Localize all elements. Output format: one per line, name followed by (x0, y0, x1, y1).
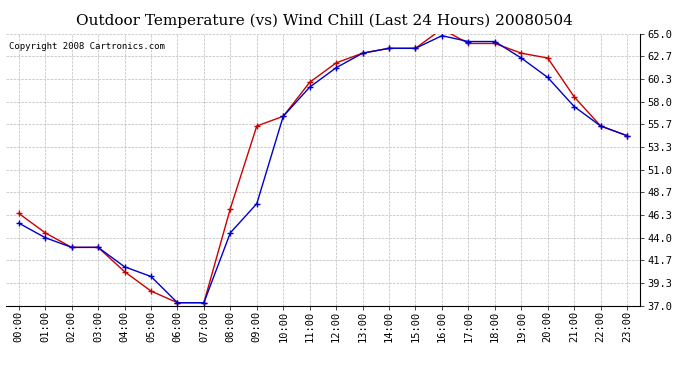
Text: Copyright 2008 Cartronics.com: Copyright 2008 Cartronics.com (9, 42, 165, 51)
Text: Outdoor Temperature (vs) Wind Chill (Last 24 Hours) 20080504: Outdoor Temperature (vs) Wind Chill (Las… (76, 13, 573, 27)
